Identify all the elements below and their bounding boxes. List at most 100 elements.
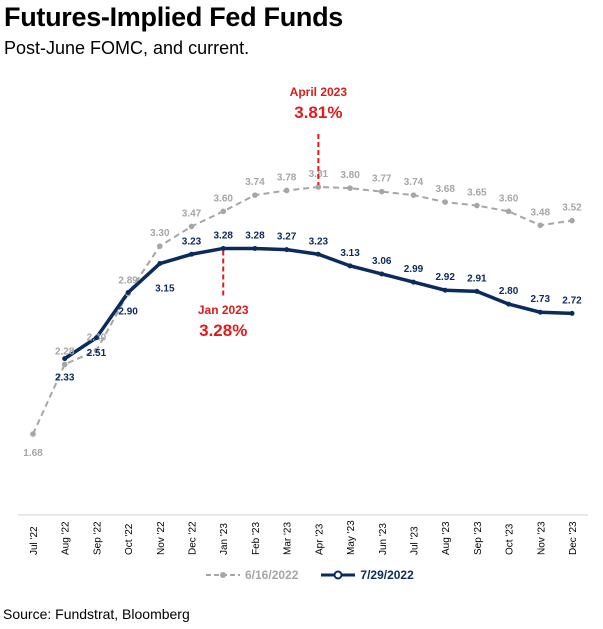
data-label-7-29-2022: 2.92 xyxy=(435,272,455,283)
data-label-7-29-2022: 2.72 xyxy=(562,295,582,306)
data-label-6-16-2022: 3.60 xyxy=(214,193,234,204)
x-tick-label: Dec '22 xyxy=(188,521,199,555)
data-label-7-29-2022: 3.15 xyxy=(155,284,175,295)
x-tick-label: Feb '23 xyxy=(251,522,262,555)
data-point-6-16-2022 xyxy=(252,192,258,198)
x-tick-label: Jun '23 xyxy=(378,523,389,555)
data-label-7-29-2022: 3.28 xyxy=(245,230,265,241)
data-label-6-16-2022: 1.68 xyxy=(23,448,43,459)
line-chart: Jul '22 Aug '22 Sep '22 Oct '22 Nov '22 Dec '… xyxy=(18,85,588,555)
legend-swatch-dashed xyxy=(206,572,240,578)
x-tick-label: Jul '22 xyxy=(29,526,40,555)
data-point-7-29-2022 xyxy=(284,247,290,253)
series-line-6-16-2022 xyxy=(32,185,573,435)
data-label-6-16-2022: 2.89 xyxy=(118,276,138,287)
x-tick-label: Mar '23 xyxy=(283,522,294,555)
legend-label-series2: 7/29/2022 xyxy=(360,568,414,582)
source-note: Source: Fundstrat, Bloomberg xyxy=(3,606,190,622)
chart-legend: 6/16/2022 7/29/2022 xyxy=(205,568,436,582)
data-label-7-29-2022: 3.13 xyxy=(340,248,360,259)
data-label-6-16-2022: 3.74 xyxy=(404,177,424,188)
data-label-6-16-2022: 3.48 xyxy=(531,207,551,218)
data-point-6-16-2022 xyxy=(61,361,68,368)
data-point-7-29-2022 xyxy=(569,310,575,316)
data-label-6-16-2022: 3.52 xyxy=(562,203,582,214)
data-label-7-29-2022: 2.51 xyxy=(87,348,107,359)
x-tick-label: Dec '23 xyxy=(568,521,579,555)
data-point-6-16-2022 xyxy=(410,192,417,198)
data-label-6-16-2022: 3.68 xyxy=(435,184,455,195)
data-label-7-29-2022: 3.23 xyxy=(182,236,202,247)
data-point-7-29-2022 xyxy=(125,290,131,296)
data-point-6-16-2022 xyxy=(347,185,353,191)
data-point-7-29-2022 xyxy=(410,279,416,285)
series-line-7-29-2022 xyxy=(63,246,573,361)
data-label-7-29-2022: 2.91 xyxy=(467,273,487,284)
annotation-label-jan-2023: Jan 2023 xyxy=(198,303,249,317)
data-point-7-29-2022 xyxy=(506,301,512,307)
data-point-7-29-2022 xyxy=(62,356,68,362)
data-label-6-16-2022: 2.28 xyxy=(55,346,75,357)
data-point-7-29-2022 xyxy=(157,261,163,267)
x-tick-label: Apr '23 xyxy=(314,523,325,555)
data-label-6-16-2022: 3.65 xyxy=(467,188,487,199)
data-label-7-29-2022: 2.99 xyxy=(404,264,424,275)
data-label-6-16-2022: 3.80 xyxy=(340,170,360,181)
x-tick-label: Aug '23 xyxy=(441,521,452,555)
annotation-label-april-2023: April 2023 xyxy=(290,85,348,99)
x-tick-label: Oct '23 xyxy=(505,523,516,555)
data-point-6-16-2022 xyxy=(315,184,322,190)
data-point-6-16-2022 xyxy=(505,208,512,215)
x-tick-label: Oct '22 xyxy=(124,523,135,555)
data-label-7-29-2022: 2.73 xyxy=(531,294,551,305)
data-point-7-29-2022 xyxy=(347,263,353,269)
chart-subtitle: Post-June FOMC, and current. xyxy=(4,38,250,58)
data-point-7-29-2022 xyxy=(189,251,195,257)
x-tick-label: Jan '23 xyxy=(219,523,230,555)
data-point-6-16-2022 xyxy=(474,202,480,209)
data-point-6-16-2022 xyxy=(442,199,448,205)
data-point-7-29-2022 xyxy=(315,251,321,257)
x-tick-label: Nov '22 xyxy=(156,521,167,555)
data-label-6-16-2022: 3.30 xyxy=(150,228,170,239)
data-label-7-29-2022: 3.06 xyxy=(372,256,392,267)
legend-swatch-solid xyxy=(321,570,356,580)
data-point-7-29-2022 xyxy=(442,287,448,293)
chart-title: Futures-Implied Fed Funds xyxy=(4,2,344,32)
data-point-6-16-2022 xyxy=(378,188,385,195)
x-tick-label: Sep '22 xyxy=(92,521,103,555)
x-tick-label: May '23 xyxy=(346,520,357,555)
x-tick-label: Jul '23 xyxy=(409,526,420,555)
data-point-6-16-2022 xyxy=(569,217,575,224)
data-point-6-16-2022 xyxy=(220,208,227,215)
data-label-7-29-2022: 3.23 xyxy=(309,236,329,247)
data-label-6-16-2022: 3.60 xyxy=(499,193,519,204)
data-label-7-29-2022: 2.80 xyxy=(499,286,519,297)
x-tick-label: Nov '23 xyxy=(536,521,547,555)
data-point-7-29-2022 xyxy=(537,309,543,315)
data-point-6-16-2022 xyxy=(537,222,544,229)
data-label-6-16-2022: 3.77 xyxy=(372,174,392,185)
data-label-6-16-2022: 3.74 xyxy=(245,177,265,188)
data-point-7-29-2022 xyxy=(93,335,99,341)
data-point-7-29-2022 xyxy=(252,245,258,251)
data-point-6-16-2022 xyxy=(188,223,195,230)
legend-label-series1: 6/16/2022 xyxy=(245,568,299,582)
annotation-value-april-2023: 3.81% xyxy=(294,103,342,122)
data-label-7-29-2022: 2.33 xyxy=(55,373,75,384)
data-point-6-16-2022 xyxy=(157,243,163,249)
data-point-7-29-2022 xyxy=(220,245,226,251)
data-point-7-29-2022 xyxy=(474,288,480,294)
data-point-7-29-2022 xyxy=(379,271,385,277)
data-point-6-16-2022 xyxy=(283,187,290,194)
data-point-6-16-2022 xyxy=(30,431,36,437)
data-label-7-29-2022: 3.27 xyxy=(277,232,297,243)
x-tick-label: Aug '22 xyxy=(61,521,72,555)
data-label-7-29-2022: 3.28 xyxy=(214,230,234,241)
legend-item-series2: 7/29/2022 xyxy=(320,568,414,582)
legend-item-series1: 6/16/2022 xyxy=(205,568,298,582)
annotation-value-jan-2023: 3.28% xyxy=(199,321,247,340)
data-label-6-16-2022: 3.47 xyxy=(182,208,202,219)
data-label-6-16-2022: 3.78 xyxy=(277,172,297,183)
data-point-6-16-2022 xyxy=(93,347,100,354)
